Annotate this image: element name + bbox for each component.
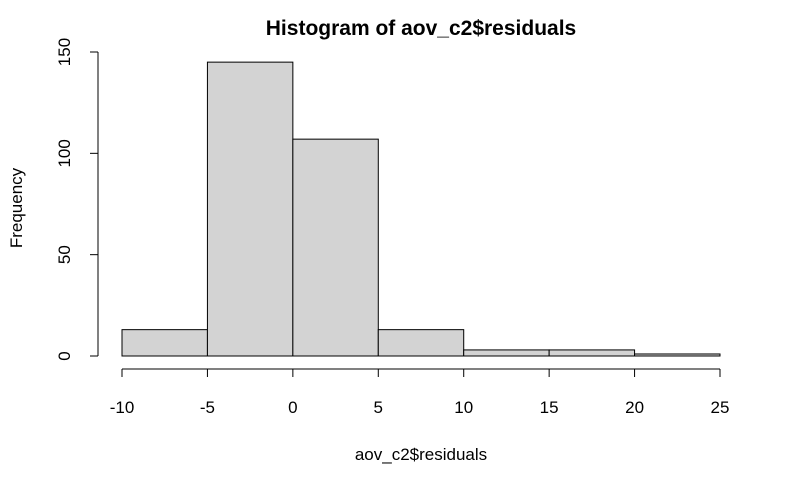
histogram-bar-3 bbox=[377, 329, 465, 357]
x-tick-label-6: 20 bbox=[625, 398, 644, 417]
x-tick-label-3: 5 bbox=[374, 398, 383, 417]
x-tick-label-5: 15 bbox=[540, 398, 559, 417]
x-tick-label-7: 25 bbox=[711, 398, 730, 417]
y-tick-label-2: 100 bbox=[55, 139, 74, 167]
x-axis-label: aov_c2$residuals bbox=[355, 445, 487, 464]
x-tick-label-1: -5 bbox=[200, 398, 215, 417]
histogram-bar-6 bbox=[634, 353, 721, 357]
x-axis: -10 -5 0 5 10 15 20 25 bbox=[110, 368, 730, 417]
x-tick-label-0: -10 bbox=[110, 398, 135, 417]
x-tick-label-2: 0 bbox=[288, 398, 297, 417]
histogram-bar-5 bbox=[548, 349, 636, 357]
histogram-bar-2 bbox=[292, 138, 379, 357]
y-tick-label-3: 150 bbox=[55, 38, 74, 66]
y-axis-label: Frequency bbox=[7, 167, 26, 248]
y-tick-label-1: 50 bbox=[55, 245, 74, 264]
bars-group bbox=[121, 61, 721, 357]
chart-title: Histogram of aov_c2$residuals bbox=[266, 17, 576, 40]
y-axis: 0 50 100 150 bbox=[55, 38, 99, 361]
histogram-bar-1 bbox=[206, 61, 294, 357]
y-tick-label-0: 0 bbox=[55, 351, 74, 360]
x-tick-label-4: 10 bbox=[454, 398, 473, 417]
histogram-bar-0 bbox=[121, 329, 208, 357]
histogram-bar-4 bbox=[463, 349, 550, 357]
